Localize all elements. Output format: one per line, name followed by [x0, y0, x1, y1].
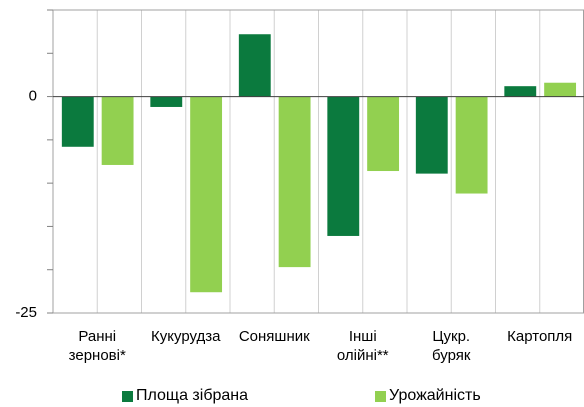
bar	[544, 82, 577, 97]
bar	[150, 96, 183, 107]
x-tick-label: Ранні зернові*	[68, 328, 126, 364]
x-tick-label: Соняшник	[238, 328, 310, 345]
bar	[190, 96, 223, 293]
legend-swatch	[375, 390, 386, 402]
x-tick-label: Картопля	[507, 328, 573, 345]
legend-item: Площа зібрана	[122, 387, 248, 405]
bar	[504, 86, 537, 97]
legend-label: Урожайність	[389, 387, 481, 404]
bar	[61, 96, 94, 147]
bar	[238, 34, 271, 97]
legend-swatch	[122, 390, 133, 402]
x-tick-label: Інші олійні**	[336, 328, 389, 364]
x-tick-label: Кукурудза	[151, 328, 221, 345]
bar	[278, 96, 311, 268]
y-tick-label: -25	[15, 304, 37, 321]
bar	[455, 96, 488, 194]
bar	[101, 96, 134, 165]
bar	[367, 96, 400, 172]
bar	[415, 96, 448, 174]
y-tick-label: 0	[29, 88, 37, 105]
legend-label: Площа зібрана	[136, 387, 249, 404]
x-tick-label: Цукр. буряк	[432, 328, 471, 364]
bar	[327, 96, 360, 236]
legend-item: Урожайність	[375, 387, 481, 405]
